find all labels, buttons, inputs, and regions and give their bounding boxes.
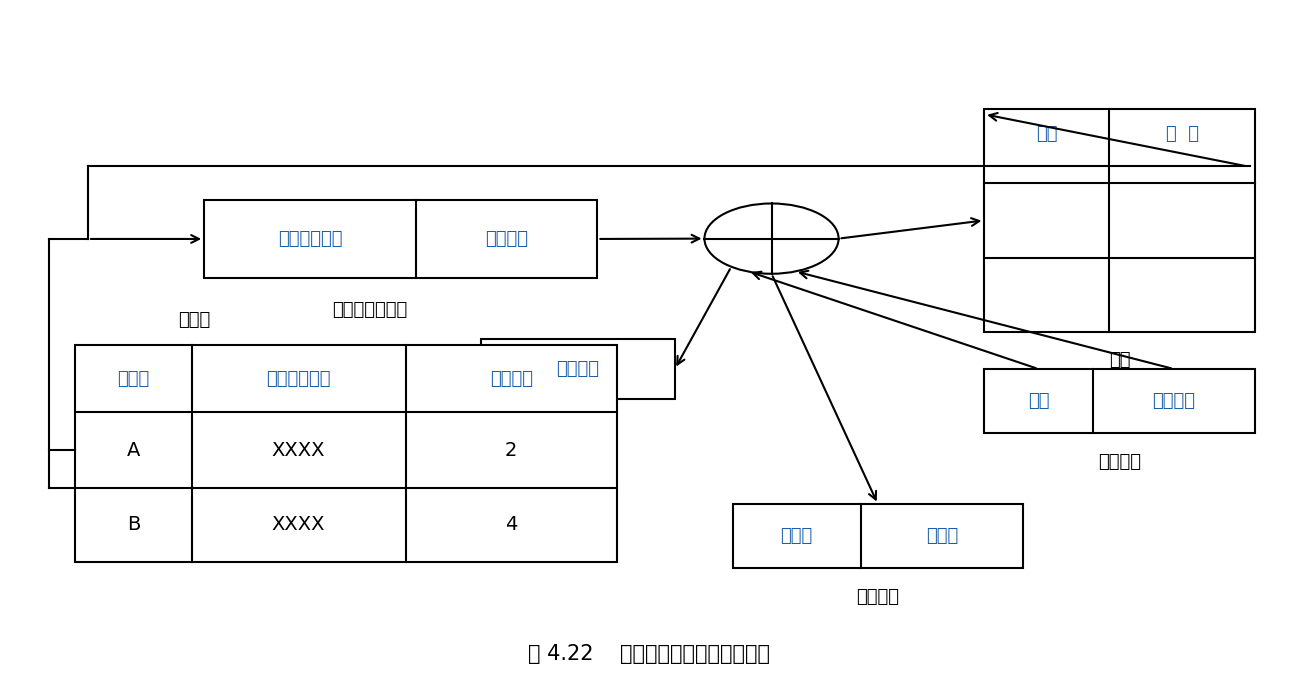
Bar [204,200,597,278]
Text: 页表控制寄存器: 页表控制寄存器 [332,301,406,319]
Bar [984,369,1255,433]
Text: 作业名: 作业名 [117,370,149,388]
Text: 2: 2 [505,440,518,460]
Text: 页表: 页表 [1108,352,1131,369]
Text: 作业表: 作业表 [178,311,210,329]
Text: 页号: 页号 [1036,124,1058,143]
Text: 图 4.22    分页式存储管理的地址转换: 图 4.22 分页式存储管理的地址转换 [528,644,770,664]
Text: 页表长度: 页表长度 [485,230,528,248]
Text: A: A [127,440,140,460]
Text: 页  面: 页 面 [1166,124,1198,143]
Text: 页内地: 页内地 [925,527,958,545]
Text: B: B [127,515,140,534]
Text: 页表长度: 页表长度 [489,370,532,388]
Text: XXXX: XXXX [271,440,326,460]
Text: 页表起始地址: 页表起始地址 [266,370,331,388]
Text: 4: 4 [505,515,518,534]
Text: XXXX: XXXX [271,515,326,534]
Text: 页内地址: 页内地址 [1153,392,1195,410]
Bar [482,339,675,399]
Bar [733,504,1023,568]
Text: 页面号: 页面号 [780,527,813,545]
Bar [75,345,617,562]
Text: 地址越界: 地址越界 [557,360,600,378]
Bar [984,109,1255,332]
Text: 物理地址: 物理地址 [857,588,900,606]
Text: 逻辑地址: 逻辑地址 [1098,453,1141,471]
Text: 页号: 页号 [1028,392,1049,410]
Text: 页表起始地址: 页表起始地址 [278,230,343,248]
